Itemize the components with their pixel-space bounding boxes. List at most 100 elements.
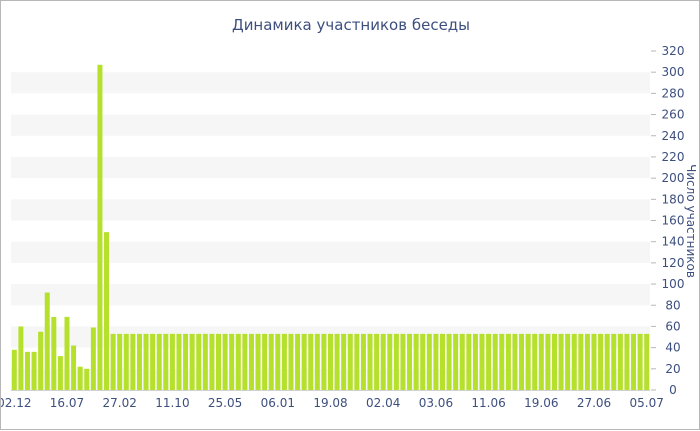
- bar: [604, 333, 610, 390]
- bar: [222, 333, 228, 390]
- y-tick-label: 220: [662, 150, 685, 164]
- bar: [255, 333, 261, 390]
- bar: [150, 333, 156, 390]
- bar: [453, 333, 459, 390]
- y-tick-label: 300: [662, 65, 685, 79]
- grid-band: [11, 199, 650, 221]
- bar: [499, 333, 505, 390]
- bar: [354, 333, 360, 390]
- chart-title: Динамика участников беседы: [232, 16, 470, 34]
- bar: [440, 333, 445, 390]
- y-tick-label: 200: [662, 171, 685, 185]
- bar: [288, 333, 294, 390]
- bar: [584, 333, 590, 390]
- bar: [169, 333, 175, 390]
- bar: [268, 333, 274, 390]
- y-tick-label: 0: [669, 383, 677, 397]
- y-tick-label: 320: [662, 44, 685, 58]
- bar: [551, 333, 557, 390]
- bar: [637, 333, 643, 390]
- y-tick-label: 60: [665, 319, 680, 333]
- bar: [598, 333, 604, 390]
- x-tick-label: 11.06: [471, 396, 505, 410]
- x-tick-label: 27.02: [103, 396, 137, 410]
- bar: [156, 333, 162, 390]
- bar: [143, 333, 149, 390]
- bar: [571, 333, 577, 390]
- bar: [64, 316, 70, 390]
- bar: [367, 333, 373, 390]
- bar: [163, 333, 169, 390]
- bar: [446, 333, 452, 390]
- bar: [380, 333, 386, 390]
- x-tick-label: 03.06: [419, 396, 453, 410]
- bar: [532, 333, 538, 390]
- bar: [176, 333, 182, 390]
- y-tick-label: 280: [662, 86, 685, 100]
- grid-bands: [11, 72, 650, 390]
- bar: [347, 333, 353, 390]
- bar-series: [11, 64, 650, 390]
- bar: [77, 366, 83, 390]
- bar: [202, 333, 208, 390]
- y-axis-title: Число участников: [684, 164, 698, 278]
- bar: [295, 333, 301, 390]
- bar: [644, 333, 650, 390]
- x-axis-ticks: 02.12 16.07 27.02 11.10 25.05 06.01 19.08 02.04…: [1, 390, 664, 410]
- bar: [591, 333, 597, 390]
- bar: [308, 333, 314, 390]
- bar: [262, 333, 268, 390]
- bar: [24, 351, 30, 390]
- bar: [360, 333, 366, 390]
- bar: [624, 333, 630, 390]
- bar: [51, 316, 57, 390]
- bar: [301, 333, 307, 390]
- bar: [459, 333, 465, 390]
- bar: [328, 333, 333, 390]
- grid-band: [11, 114, 650, 136]
- bar: [281, 333, 287, 390]
- bar: [519, 333, 525, 390]
- bar: [229, 333, 235, 390]
- bar: [117, 333, 123, 390]
- y-tick-label: 20: [665, 362, 680, 376]
- y-tick-label: 260: [662, 108, 685, 122]
- bar: [275, 333, 281, 390]
- y-tick-label: 240: [662, 129, 685, 143]
- bar: [90, 327, 96, 390]
- x-tick-label: 16.07: [50, 396, 84, 410]
- bar: [565, 333, 571, 390]
- bar: [314, 333, 320, 390]
- bar: [472, 333, 478, 390]
- bar: [393, 333, 399, 390]
- x-tick-label: 19.08: [313, 396, 347, 410]
- bar: [97, 64, 103, 390]
- bar: [611, 333, 617, 390]
- x-tick-label: 02.04: [366, 396, 400, 410]
- x-tick-label: 11.10: [155, 396, 189, 410]
- y-tick-label: 40: [665, 341, 680, 355]
- bar: [196, 333, 202, 390]
- bar: [558, 333, 564, 390]
- bar: [216, 333, 222, 390]
- x-tick-label: 05.07: [630, 396, 664, 410]
- bar: [545, 333, 551, 390]
- bar: [130, 333, 136, 390]
- y-tick-label: 80: [665, 298, 680, 312]
- x-tick-label: 27.06: [577, 396, 611, 410]
- bar: [38, 331, 44, 390]
- bar: [321, 333, 327, 390]
- bar: [426, 333, 432, 390]
- bar: [466, 333, 472, 390]
- bar: [578, 333, 584, 390]
- x-tick-label: 02.12: [1, 396, 31, 410]
- bar: [18, 326, 24, 390]
- bar: [84, 368, 90, 390]
- bar: [492, 333, 498, 390]
- x-tick-label: 19.06: [524, 396, 558, 410]
- bar: [387, 333, 393, 390]
- bar: [104, 232, 110, 390]
- bar: [235, 333, 241, 390]
